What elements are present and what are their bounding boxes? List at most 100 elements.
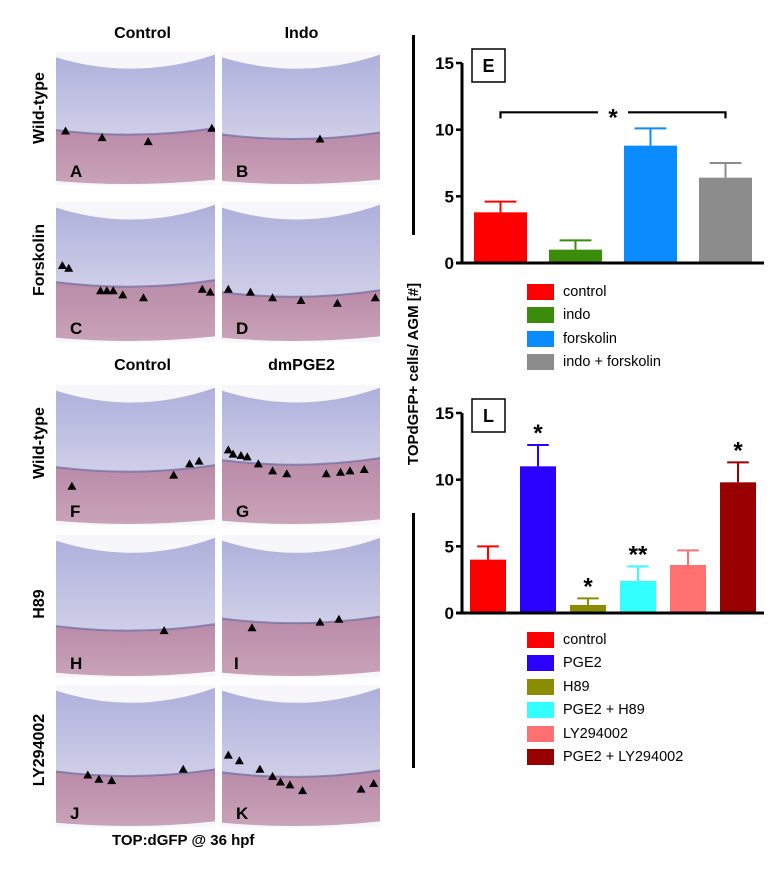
bar-pge2-h89 bbox=[620, 581, 656, 612]
legend-e: control indo forskolin indo + forskolin bbox=[527, 280, 661, 374]
col-header-control-top: Control bbox=[114, 25, 171, 42]
y-tick-label: 10 bbox=[435, 471, 454, 490]
col-header-control-bottom: Control bbox=[114, 357, 171, 374]
legend-item: control bbox=[527, 628, 683, 652]
row-header-wildtype-top: Wild-type bbox=[31, 72, 48, 144]
panel-label-box bbox=[471, 398, 506, 433]
arrowhead-marker bbox=[83, 770, 93, 779]
arrowhead-marker bbox=[107, 776, 117, 785]
micrograph-panel-a: A bbox=[56, 52, 215, 185]
panel-letter-a: A bbox=[70, 162, 83, 181]
y-tick-label: 10 bbox=[435, 121, 454, 140]
tissue-image bbox=[222, 385, 380, 525]
micrograph-panel-k: K bbox=[222, 685, 380, 827]
arrowhead-marker bbox=[236, 451, 246, 459]
bar-ly294002 bbox=[670, 565, 706, 612]
arrowhead-marker bbox=[336, 467, 345, 476]
panel-letter-i: I bbox=[234, 654, 239, 673]
panel-letter-g: G bbox=[236, 502, 250, 521]
panel-letter-b: B bbox=[236, 162, 249, 181]
arrowhead-marker bbox=[334, 614, 344, 623]
arrowhead-marker bbox=[108, 286, 118, 295]
panel-letter-d: D bbox=[236, 319, 249, 338]
tissue-image bbox=[222, 685, 380, 827]
y-tick-label: 0 bbox=[445, 604, 454, 623]
arrowhead-marker bbox=[138, 293, 148, 302]
bar-control bbox=[470, 559, 506, 612]
micrograph-panel-d: D bbox=[222, 202, 380, 342]
arrowhead-marker bbox=[169, 470, 179, 479]
bar-indo bbox=[549, 249, 602, 262]
arrowhead-marker bbox=[223, 284, 233, 293]
micrograph-panel-g: G bbox=[222, 385, 380, 525]
y-tick-label: 0 bbox=[445, 254, 454, 273]
micrograph-panel-h: H bbox=[56, 535, 215, 677]
arrowhead-marker bbox=[298, 786, 308, 795]
bar-pge2-ly294002 bbox=[720, 482, 756, 612]
significance-marker: * bbox=[733, 437, 743, 464]
arrowhead-marker bbox=[275, 777, 285, 786]
arrowhead-marker bbox=[207, 123, 215, 132]
tissue-image bbox=[56, 202, 215, 342]
legend-label: indo + forskolin bbox=[563, 354, 661, 371]
arrowhead-marker bbox=[253, 459, 263, 468]
legend-item: PGE2 + H89 bbox=[527, 699, 683, 723]
legend-label: control bbox=[563, 631, 607, 648]
micrograph-panel-f: F bbox=[56, 385, 215, 525]
panel-label: E bbox=[482, 56, 494, 76]
panel-letter-f: F bbox=[70, 502, 81, 521]
arrowhead-marker bbox=[102, 286, 112, 295]
y-tick-label: 15 bbox=[435, 404, 454, 423]
y-tick-label: 5 bbox=[445, 537, 454, 556]
arrowhead-marker bbox=[223, 750, 233, 759]
arrowhead-marker bbox=[268, 771, 278, 780]
legend-label: PGE2 bbox=[563, 655, 602, 672]
legend-item: PGE2 + LY294002 bbox=[527, 746, 683, 770]
bar-forskolin bbox=[624, 145, 677, 262]
legend-swatch bbox=[527, 354, 554, 371]
arrowhead-marker bbox=[118, 290, 128, 299]
row-header-ly294002: LY294002 bbox=[31, 713, 48, 787]
arrowhead-marker bbox=[205, 287, 215, 296]
legend-swatch bbox=[527, 631, 554, 648]
tissue-image bbox=[56, 385, 215, 525]
tissue-image bbox=[56, 535, 215, 677]
bar-indo-forskolin bbox=[699, 177, 752, 262]
y-tick-label: 15 bbox=[435, 54, 454, 73]
legend-label: indo bbox=[563, 307, 591, 324]
arrowhead-marker bbox=[332, 298, 342, 307]
significance-marker: ** bbox=[629, 541, 648, 568]
row-header-h89: H89 bbox=[31, 589, 48, 619]
legend-swatch bbox=[527, 330, 554, 347]
legend-swatch bbox=[527, 725, 554, 742]
bar-control bbox=[474, 212, 527, 262]
legend-swatch bbox=[527, 307, 554, 324]
legend-label: PGE2 + H89 bbox=[563, 702, 645, 719]
legend-item: indo bbox=[527, 304, 661, 328]
arrowhead-marker bbox=[296, 296, 306, 304]
arrowhead-marker bbox=[245, 287, 255, 296]
significance-marker: * bbox=[608, 104, 618, 131]
significance-bracket bbox=[499, 111, 727, 119]
arrowhead-marker bbox=[197, 284, 207, 293]
micrograph-panel-b: B bbox=[222, 52, 380, 185]
arrowhead-marker bbox=[369, 778, 379, 787]
arrowhead-marker bbox=[315, 617, 325, 626]
col-header-indo: Indo bbox=[284, 25, 319, 42]
arrowhead-marker bbox=[268, 466, 278, 475]
legend-label: control bbox=[563, 283, 607, 300]
tissue-image bbox=[222, 52, 380, 185]
arrowhead-marker bbox=[57, 261, 67, 269]
y-tick-label: 5 bbox=[445, 187, 454, 206]
legend-label: PGE2 + LY294002 bbox=[563, 749, 684, 766]
arrowhead-marker bbox=[61, 126, 71, 135]
legend-item: control bbox=[527, 280, 661, 304]
panel-letter-h: H bbox=[70, 654, 83, 673]
panel-label-box bbox=[471, 48, 506, 83]
micrograph-panel-c: C bbox=[56, 202, 215, 342]
arrowhead-marker bbox=[285, 780, 295, 789]
legend-item: PGE2 bbox=[527, 652, 683, 676]
significance-marker: * bbox=[583, 573, 593, 600]
legend-swatch bbox=[527, 749, 554, 766]
arrowhead-marker bbox=[234, 756, 244, 765]
